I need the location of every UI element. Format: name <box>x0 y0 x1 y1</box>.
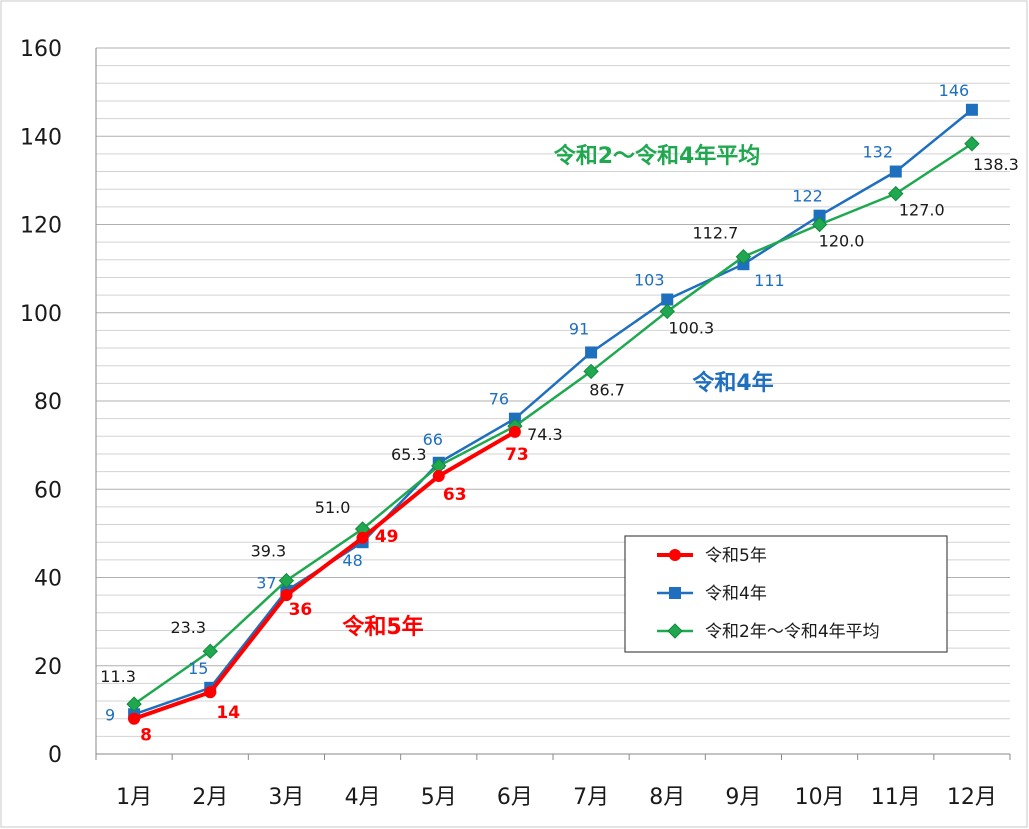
point-circle-marker <box>204 686 217 699</box>
x-tick-label: 4月 <box>345 785 381 810</box>
x-tick-label: 6月 <box>497 785 533 810</box>
point-diamond-marker <box>811 216 828 233</box>
point-diamond-marker <box>583 363 599 380</box>
x-tick-label: 12月 <box>947 785 997 810</box>
point-square-marker <box>661 293 674 306</box>
gridlines <box>96 47 1010 755</box>
point-square-marker <box>965 103 978 116</box>
data-label: 103 <box>634 271 665 290</box>
point-diamond-marker <box>126 696 142 712</box>
y-tick-label: 160 <box>20 37 62 62</box>
point-diamond-marker <box>659 303 675 320</box>
y-tick-label: 60 <box>34 478 62 503</box>
point-diamond-marker <box>278 572 295 589</box>
data-label: 122 <box>792 187 823 206</box>
x-tick-label: 10月 <box>795 785 845 810</box>
x-tick-label: 11月 <box>871 785 921 810</box>
data-label: 132 <box>862 143 893 162</box>
legend-label: 令和4年 <box>705 584 767 604</box>
point-circle-marker <box>356 531 369 544</box>
data-labels: 8 14 36 49 63 73 9 15 37 48 66 76 91 103 111 122 132 146 1… <box>100 81 1019 746</box>
point-circle-marker <box>280 589 293 602</box>
x-tick-label: 5月 <box>421 785 457 810</box>
point-circle-marker <box>128 712 141 725</box>
data-label: 146 <box>939 81 970 100</box>
data-label: 14 <box>216 703 240 723</box>
data-label: 127.0 <box>899 201 945 220</box>
annotation-label: 令和2～令和4年平均 <box>554 143 761 169</box>
data-label: 111 <box>754 271 785 290</box>
data-label: 15 <box>188 659 208 678</box>
data-label: 48 <box>342 551 362 570</box>
data-label: 91 <box>569 319 589 338</box>
data-label: 65.3 <box>391 445 427 464</box>
y-tick-label: 140 <box>20 125 62 150</box>
x-tick-label: 8月 <box>649 785 685 810</box>
data-label: 120.0 <box>819 232 865 251</box>
annotation-label: 令和4年 <box>692 370 773 396</box>
data-label: 39.3 <box>251 542 287 561</box>
data-label: 138.3 <box>973 155 1019 174</box>
series-line-reiwa5 <box>133 430 516 721</box>
series-line-average <box>133 142 973 706</box>
legend-label: 令和5年 <box>705 546 767 566</box>
point-square-marker <box>585 346 598 359</box>
point-diamond-marker <box>735 249 752 265</box>
data-label: 63 <box>443 485 467 505</box>
legend-label: 令和2年～令和4年平均 <box>705 622 880 642</box>
data-label: 112.7 <box>693 224 739 243</box>
y-tick-label: 20 <box>34 655 62 680</box>
data-label: 73 <box>505 445 529 465</box>
point-circle-marker <box>432 470 445 483</box>
data-label: 74.3 <box>527 425 563 444</box>
y-tick-label: 80 <box>34 390 62 415</box>
y-tick-label: 100 <box>20 302 62 327</box>
x-tick-label: 2月 <box>192 785 228 810</box>
data-label: 8 <box>140 726 152 746</box>
point-diamond-marker <box>667 623 683 639</box>
point-diamond-marker <box>202 643 218 659</box>
series-group <box>126 103 980 725</box>
data-label: 86.7 <box>589 380 625 399</box>
point-square-marker <box>669 587 681 599</box>
data-label: 100.3 <box>668 318 714 337</box>
x-tick-label: 9月 <box>725 785 761 810</box>
annotation-label: 令和5年 <box>342 614 423 640</box>
data-label: 23.3 <box>170 618 206 637</box>
point-diamond-marker <box>964 136 980 152</box>
point-circle-marker <box>669 549 681 561</box>
data-label: 37 <box>256 574 276 593</box>
point-square-marker <box>813 209 826 222</box>
data-label: 51.0 <box>315 498 351 517</box>
point-diamond-marker <box>888 185 904 202</box>
data-label: 36 <box>289 600 313 620</box>
data-label: 76 <box>489 390 509 409</box>
y-tick-label: 120 <box>20 214 62 239</box>
data-label: 66 <box>423 430 443 449</box>
x-tick-label: 3月 <box>268 785 304 810</box>
data-label: 11.3 <box>100 667 136 686</box>
point-circle-marker <box>508 425 521 438</box>
series-line-reiwa4 <box>133 108 973 716</box>
x-tick-label: 7月 <box>573 785 609 810</box>
point-square-marker <box>889 165 902 178</box>
data-label: 49 <box>375 527 399 547</box>
x-tick-label: 1月 <box>116 785 152 810</box>
data-label: 9 <box>105 705 115 724</box>
y-tick-label: 40 <box>34 567 62 592</box>
y-tick-label: 0 <box>48 743 62 768</box>
